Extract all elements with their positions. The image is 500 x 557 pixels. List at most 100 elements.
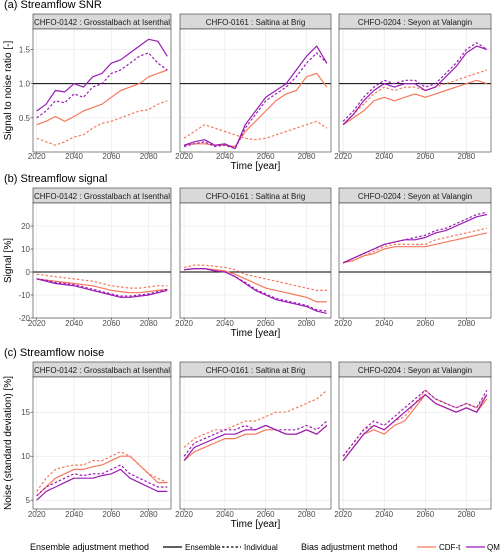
x-tick-label: 2060 xyxy=(102,510,120,519)
x-tick-label: 2040 xyxy=(375,152,393,161)
series-line-qm-ensemble xyxy=(342,45,488,126)
y-tick-label: -10 xyxy=(18,291,30,300)
facet-strip-label: CHFO-0204 : Seyon at Valangin xyxy=(358,366,472,375)
panel-background xyxy=(180,203,331,318)
facet-strip-label: CHFO-0204 : Seyon at Valangin xyxy=(358,192,472,201)
panel-border xyxy=(179,376,332,510)
series-line-qm-individual xyxy=(36,52,168,119)
panel-border xyxy=(32,202,172,319)
x-tick-label: 2040 xyxy=(65,319,83,328)
x-tick-label: 2040 xyxy=(375,319,393,328)
x-tick-label: 2060 xyxy=(257,319,275,328)
panel-border xyxy=(179,28,332,153)
x-tick-label: 2020 xyxy=(28,319,46,328)
x-axis-label: Time [year] xyxy=(231,328,281,339)
panel-background xyxy=(180,377,331,509)
panel-background xyxy=(33,203,171,318)
series-line-cdf-t-individual xyxy=(36,273,168,289)
x-tick-label: 2040 xyxy=(216,319,234,328)
series-line-cdf-t-individual xyxy=(36,451,168,492)
x-tick-label: 2020 xyxy=(28,152,46,161)
y-tick-label: 10 xyxy=(21,245,30,254)
panel-background xyxy=(33,29,171,152)
series-line-qm-ensemble xyxy=(183,45,328,150)
x-tick-label: 2060 xyxy=(416,152,434,161)
x-tick-label: 2020 xyxy=(334,152,352,161)
panel-border xyxy=(338,28,492,153)
x-tick-label: 2080 xyxy=(298,152,316,161)
x-tick-label: 2020 xyxy=(175,152,193,161)
panel-background xyxy=(339,377,491,509)
facet-strip-label: CHFO-0161 : Saltina at Brig xyxy=(206,366,306,375)
legend-label-cdft: CDF-t xyxy=(439,543,461,552)
series-line-qm-ensemble xyxy=(36,468,168,501)
facet-strip-label: CHFO-0142 : Grosstalbach at Isenthal xyxy=(34,192,170,201)
series-line-qm-ensemble xyxy=(342,394,488,461)
series-line-cdf-t-ensemble xyxy=(342,79,488,126)
y-tick-label: 1.0 xyxy=(19,80,31,89)
series-line-cdf-t-ensemble xyxy=(342,232,488,264)
legend-label-ensemble: Ensemble xyxy=(185,543,221,552)
x-axis-label: Time [year] xyxy=(231,519,281,530)
y-axis-label: Signal [%] xyxy=(3,238,14,283)
series-line-qm-individual xyxy=(36,464,168,497)
x-tick-label: 2020 xyxy=(334,319,352,328)
panel-border xyxy=(338,202,492,319)
panel-border xyxy=(338,376,492,510)
series-line-cdf-t-individual xyxy=(36,100,168,146)
x-tick-label: 2060 xyxy=(416,510,434,519)
series-line-qm-ensemble xyxy=(36,38,168,112)
y-tick-label: -20 xyxy=(18,314,30,323)
x-axis-label: Time [year] xyxy=(231,161,281,172)
legend-title-bias: Bias adjustment method xyxy=(301,542,398,552)
y-tick-label: 5 xyxy=(26,496,31,505)
x-tick-label: 2020 xyxy=(28,510,46,519)
series-line-qm-individual xyxy=(183,52,328,150)
x-tick-label: 2020 xyxy=(175,510,193,519)
series-line-qm-ensemble xyxy=(36,278,168,298)
row-title: (b) Streamflow signal xyxy=(4,173,107,185)
facet-strip-label: CHFO-0142 : Grosstalbach at Isenthal xyxy=(34,366,170,375)
y-tick-label: 15 xyxy=(21,408,30,417)
panel-border xyxy=(179,202,332,319)
x-tick-label: 2060 xyxy=(416,319,434,328)
x-tick-label: 2080 xyxy=(457,319,475,328)
x-tick-label: 2060 xyxy=(257,152,275,161)
y-axis-label: Signal to noise ratio [-] xyxy=(3,41,14,141)
x-tick-label: 2080 xyxy=(457,152,475,161)
panel-background xyxy=(339,29,491,152)
x-tick-label: 2080 xyxy=(140,319,158,328)
x-tick-label: 2060 xyxy=(257,510,275,519)
x-tick-label: 2080 xyxy=(298,510,316,519)
series-line-cdf-t-individual xyxy=(183,389,328,448)
x-tick-label: 2080 xyxy=(298,319,316,328)
y-axis-label: Noise (standard deviation) [%] xyxy=(3,376,14,510)
row-title: (c) Streamflow noise xyxy=(4,347,104,359)
legend-label-qm: QM xyxy=(487,543,500,552)
series-line-qm-individual xyxy=(183,420,328,457)
series-line-cdf-t-ensemble xyxy=(184,72,328,148)
series-line-cdf-t-individual xyxy=(183,264,327,291)
series-line-cdf-t-individual xyxy=(183,120,328,141)
row-title: (a) Streamflow SNR xyxy=(4,0,102,11)
x-tick-label: 2040 xyxy=(216,510,234,519)
series-line-cdf-t-individual xyxy=(342,69,488,126)
legend-label-individual: Individual xyxy=(244,543,278,552)
panel-border xyxy=(32,28,172,153)
x-tick-label: 2040 xyxy=(375,510,393,519)
x-tick-label: 2020 xyxy=(175,319,193,328)
x-tick-label: 2060 xyxy=(102,152,120,161)
x-tick-label: 2080 xyxy=(140,152,158,161)
y-tick-label: 1.5 xyxy=(19,46,31,55)
series-line-qm-individual xyxy=(184,268,327,312)
y-tick-label: 0 xyxy=(26,268,31,277)
y-tick-label: 10 xyxy=(21,452,30,461)
x-tick-label: 2040 xyxy=(65,510,83,519)
x-tick-label: 2080 xyxy=(140,510,158,519)
series-line-cdf-t-ensemble xyxy=(36,455,168,497)
x-tick-label: 2060 xyxy=(102,319,120,328)
y-tick-label: 20 xyxy=(21,222,30,231)
series-line-cdf-t-ensemble xyxy=(36,278,168,294)
y-tick-label: 0.5 xyxy=(19,114,31,123)
